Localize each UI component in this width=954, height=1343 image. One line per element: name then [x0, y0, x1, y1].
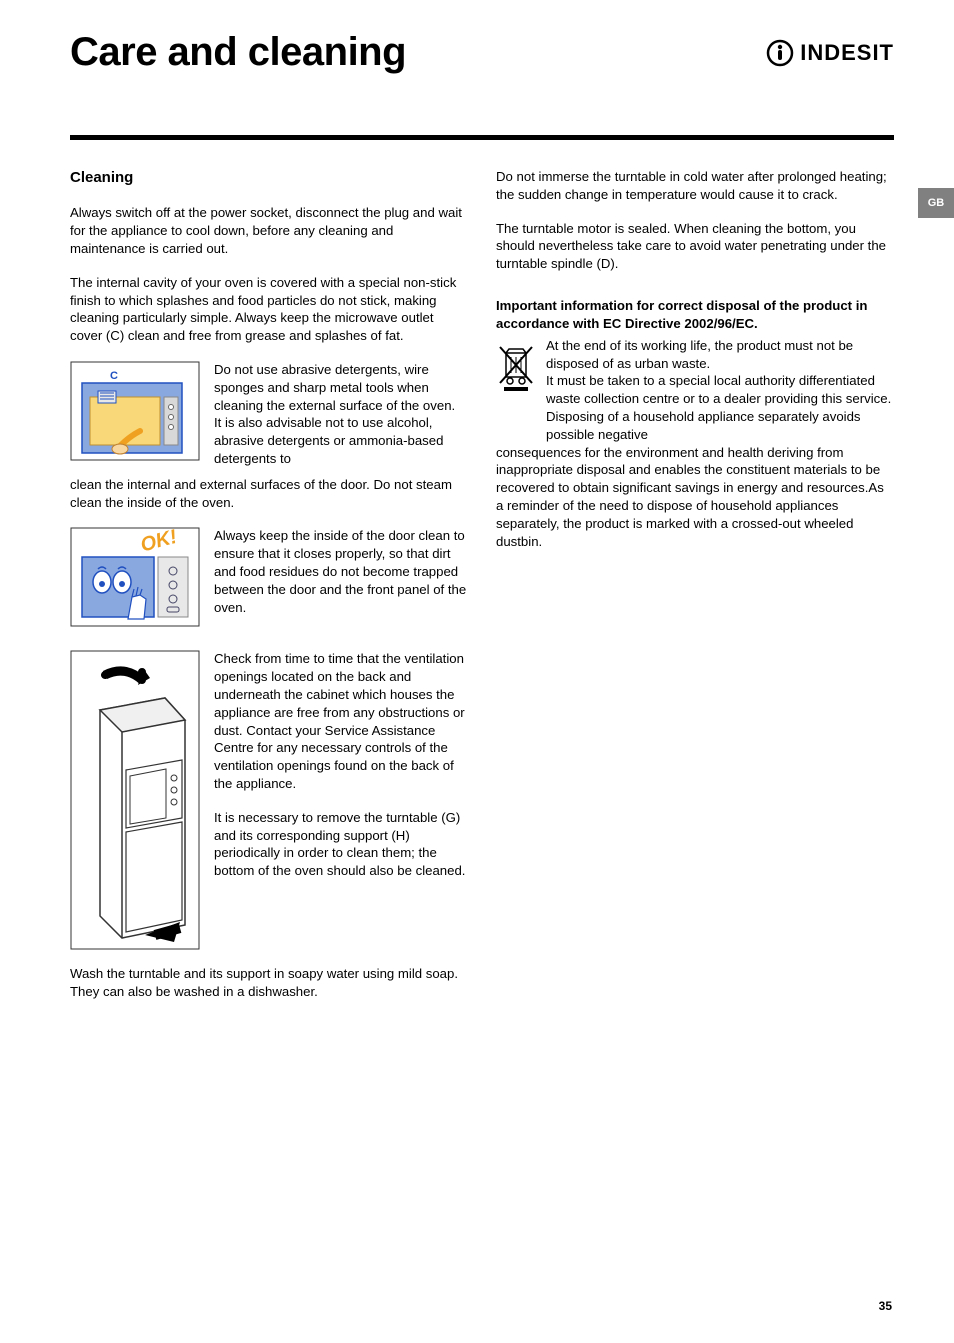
- illustration-outlet-cover: C: [70, 361, 200, 466]
- para-cavity: The internal cavity of your oven is cove…: [70, 274, 468, 345]
- brand-icon: [766, 39, 794, 67]
- block3-text-wrap: Check from time to time that the ventila…: [214, 650, 468, 880]
- header-row: Care and cleaning INDESIT: [70, 30, 894, 75]
- block1-continuation: clean the internal and external surfaces…: [70, 476, 468, 512]
- page-title: Care and cleaning: [70, 30, 406, 75]
- block2-text: Always keep the inside of the door clean…: [214, 527, 468, 616]
- disposal-heading: Important information for correct dispos…: [496, 297, 894, 333]
- block3-text2: It is necessary to remove the turntable …: [214, 809, 468, 880]
- para-immerse: Do not immerse the turntable in cold wat…: [496, 168, 894, 204]
- left-column: Cleaning Always switch off at the power …: [70, 168, 468, 1017]
- para-wash-turntable: Wash the turntable and its support in so…: [70, 965, 468, 1001]
- right-column: Do not immerse the turntable in cold wat…: [496, 168, 894, 1017]
- section-heading-cleaning: Cleaning: [70, 168, 468, 188]
- para-switch-off: Always switch off at the power socket, d…: [70, 204, 468, 257]
- content-columns: Cleaning Always switch off at the power …: [70, 168, 894, 1017]
- svg-text:C: C: [110, 370, 118, 382]
- illustration-block-outlet: C Do not use abr: [70, 361, 468, 468]
- illustration-door-clean: OK!: [70, 527, 200, 632]
- illustration-block-door: OK!: [70, 527, 468, 632]
- disposal-text2: consequences for the environment and hea…: [496, 444, 894, 551]
- brand-text: INDESIT: [800, 40, 894, 66]
- block1-text: Do not use abrasive detergents, wire spo…: [214, 361, 468, 468]
- brand-logo: INDESIT: [766, 39, 894, 67]
- weee-icon: [496, 341, 536, 398]
- para-motor: The turntable motor is sealed. When clea…: [496, 220, 894, 273]
- disposal-block: At the end of its working life, the prod…: [496, 337, 894, 444]
- block3-text: Check from time to time that the ventila…: [214, 650, 468, 793]
- illustration-block-cabinet: Check from time to time that the ventila…: [70, 650, 468, 955]
- page-number: 35: [879, 1299, 892, 1313]
- disposal-text1: At the end of its working life, the prod…: [546, 337, 894, 444]
- illustration-cabinet-ventilation: [70, 650, 200, 955]
- page-container: Care and cleaning INDESIT Cleaning Alway…: [0, 0, 954, 1343]
- header-rule: [70, 135, 894, 140]
